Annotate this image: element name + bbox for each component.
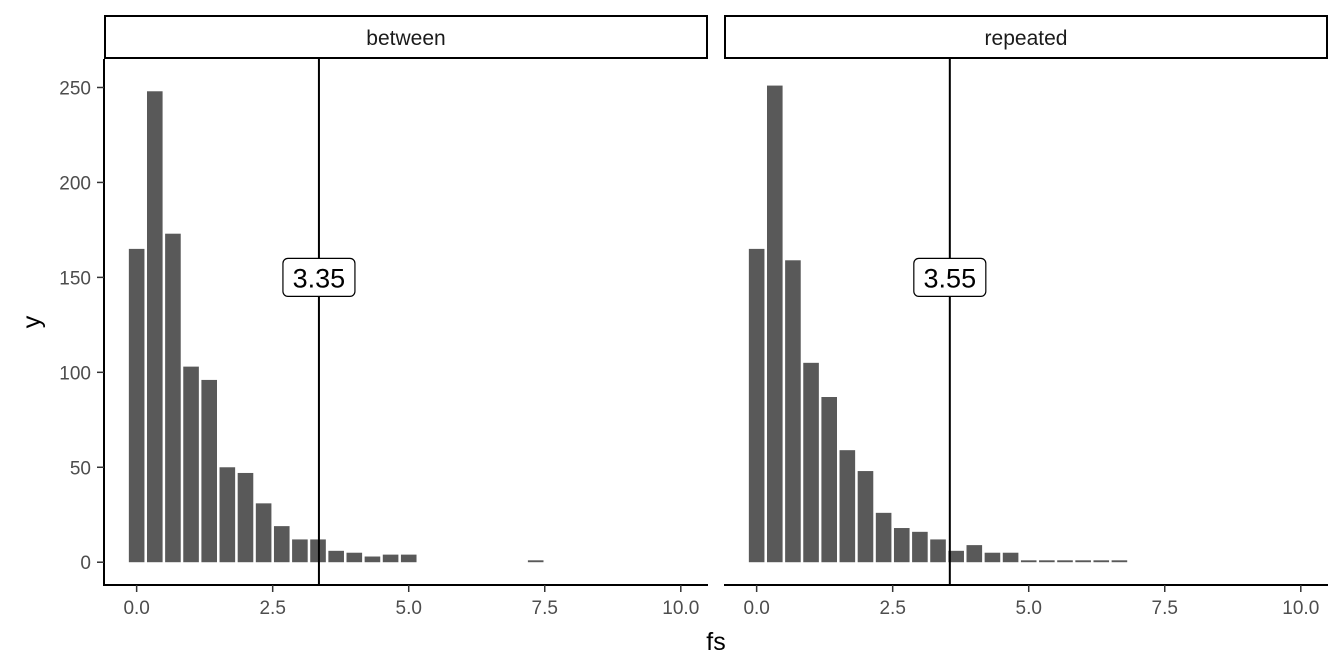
y-tick-label-3: 150 [59,268,91,289]
bar-between-14 [382,554,399,563]
y-ticks: 0 50 100 150 200 250 [59,78,104,574]
bar-between-12 [346,552,363,563]
facet-strip-repeated [724,15,1328,59]
vline-label-between: 3.35 [293,263,346,293]
x-axis-title: fs [706,628,725,656]
bar-repeated-10 [930,539,946,563]
y-tick-label-4: 200 [59,173,91,194]
x-ticks-between: 0.0 2.5 5.0 7.5 10.0 [123,585,699,619]
bar-between-0 [128,248,145,563]
bar-between-11 [328,550,344,563]
bar-repeated-20 [1111,560,1128,563]
bar-repeated-0 [748,248,765,563]
panel-between: between 3.35 0.0 2.5 5.0 7.5 10.0 0 50 100 150 2… [59,15,708,619]
bar-repeated-8 [893,528,910,563]
bar-between-3 [183,366,199,563]
vline-label-box-between [282,257,356,297]
bar-repeated-17 [1057,560,1073,563]
x-tick-label-between-3: 7.5 [532,598,558,619]
panel-repeated: repeated 3.55 0.0 2.5 5.0 7.5 10.0 [724,15,1328,619]
bar-repeated-1 [766,85,783,563]
x-tick-label-between-4: 10.0 [662,598,699,619]
y-tick-label-1: 50 [70,458,91,479]
bar-repeated-14 [1002,552,1019,563]
x-ticks-repeated: 0.0 2.5 5.0 7.5 10.0 [743,585,1319,619]
x-tick-label-repeated-0: 0.0 [743,598,769,619]
x-tick-label-repeated-2: 5.0 [1016,598,1042,619]
vline-label-group-between: 3.35 [282,257,356,297]
bars-repeated [748,85,1128,563]
bar-between-13 [364,556,381,563]
vline-label-group-repeated: 3.55 [913,257,987,297]
x-tick-label-between-1: 2.5 [259,598,285,619]
bar-between-8 [273,526,290,563]
x-tick-label-repeated-4: 10.0 [1282,598,1319,619]
y-tick-label-2: 100 [59,363,91,384]
bar-between-16 [527,560,544,563]
bar-repeated-6 [857,471,874,563]
bar-between-5 [219,467,236,563]
bar-repeated-19 [1093,560,1110,563]
y-tick-label-0: 0 [80,553,91,574]
bar-repeated-15 [1020,560,1037,563]
vline-label-repeated: 3.55 [924,263,977,293]
facet-strip-label-repeated: repeated [985,27,1068,50]
bar-between-1 [146,91,163,563]
bar-between-4 [201,379,217,563]
bar-repeated-2 [785,260,801,563]
x-tick-label-between-0: 0.0 [123,598,149,619]
x-tick-label-between-2: 5.0 [396,598,422,619]
bar-repeated-9 [912,531,928,563]
bar-repeated-3 [803,362,819,563]
x-tick-label-repeated-1: 2.5 [879,598,905,619]
bar-repeated-5 [839,450,856,563]
y-axis-title: y [18,315,46,328]
bar-between-7 [255,503,272,563]
y-tick-label-5: 250 [59,78,91,99]
bar-between-15 [400,554,417,563]
x-tick-label-repeated-3: 7.5 [1152,598,1178,619]
bar-repeated-11 [948,550,964,563]
bar-repeated-13 [984,552,1001,563]
bar-repeated-16 [1039,560,1055,563]
bar-repeated-4 [821,397,837,563]
bar-between-2 [165,233,181,563]
bar-between-6 [237,472,254,563]
facet-strip-label-between: between [366,27,445,50]
bar-between-9 [292,539,308,563]
facet-strip-between [104,15,708,59]
bars-between [128,91,544,563]
bar-repeated-12 [966,545,983,563]
bar-repeated-7 [875,512,892,563]
vline-label-box-repeated [913,257,987,297]
bar-repeated-18 [1075,560,1091,563]
